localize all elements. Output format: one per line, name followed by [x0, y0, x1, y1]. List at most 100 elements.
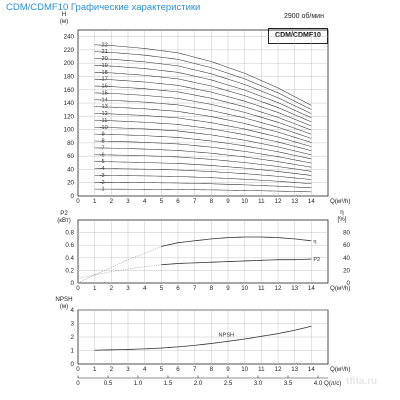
- head-x-tick: 8: [210, 198, 214, 205]
- head-y-tick: 20: [67, 180, 74, 187]
- npsh-x-tick: 0: [76, 366, 80, 373]
- npsh-x-tick: 4: [143, 366, 147, 373]
- power-x-tick: 2: [110, 285, 114, 292]
- efficiency-curve: [161, 236, 312, 247]
- head-y-tick: 180: [64, 73, 75, 80]
- head-stage-label: -17: [100, 77, 108, 83]
- power-x-tick: 8: [210, 285, 214, 292]
- flow-ls-tick: 0: [76, 380, 80, 387]
- head-x-tick: 2: [110, 198, 114, 205]
- npsh-y-tick: 0: [71, 361, 75, 368]
- head-y-tick: 240: [64, 34, 75, 41]
- npsh-y-label: NPSH: [55, 296, 72, 303]
- power-y-unit-right: [%]: [338, 216, 347, 223]
- head-curve-stage-16: [94, 85, 312, 131]
- power-x-tick: 5: [160, 285, 164, 292]
- head-stage-label: -20: [100, 56, 108, 62]
- head-stage-label: -4: [100, 166, 105, 172]
- flow-ls-tick: 2.0: [194, 380, 203, 387]
- power-y-tick-left: 0.4: [65, 255, 74, 262]
- head-y-tick: 100: [64, 127, 75, 134]
- power-y-tick-left: 0: [71, 280, 75, 287]
- power-y-tick-right: 0: [347, 280, 351, 287]
- head-stage-label: -14: [100, 97, 108, 103]
- head-curve-stage-18: [94, 72, 312, 123]
- head-y-tick: 40: [67, 166, 74, 173]
- head-y-tick: 220: [64, 47, 75, 54]
- power-y-tick-left: 0.6: [65, 242, 74, 249]
- p2-curve: [161, 258, 312, 266]
- head-stage-label: -22: [100, 42, 108, 48]
- npsh-x-tick: 5: [160, 366, 164, 373]
- head-curve-stage-11: [94, 120, 312, 151]
- head-curve-stage-12: [94, 113, 312, 147]
- flow-ls-label: Q(л/с): [324, 380, 341, 387]
- head-stage-label: -7: [100, 145, 105, 151]
- head-y-tick: 140: [64, 100, 75, 107]
- head-x-tick: 4: [143, 198, 147, 205]
- head-curve-stage-4: [94, 168, 312, 180]
- head-y-label: H: [62, 11, 66, 18]
- power-chart-frame: [77, 219, 329, 284]
- npsh-x-tick: 9: [226, 366, 230, 373]
- head-curve-stage-19: [94, 65, 312, 119]
- npsh-y-tick: 1: [71, 348, 75, 355]
- head-curve-stage-22: [94, 44, 312, 106]
- power-x-tick: 9: [226, 285, 230, 292]
- head-x-tick: 7: [193, 198, 197, 205]
- head-x-tick: 5: [160, 198, 164, 205]
- head-x-tick: 9: [226, 198, 230, 205]
- npsh-x-tick: 3: [126, 366, 130, 373]
- npsh-x-tick: 1: [93, 366, 97, 373]
- npsh-series-label: NPSH: [219, 333, 235, 339]
- head-y-tick: 200: [64, 60, 75, 67]
- power-x-label: Q(м³/h): [330, 285, 350, 292]
- head-x-tick: 14: [308, 198, 315, 205]
- power-y-tick-left: 0.2: [65, 267, 74, 274]
- head-chart-frame: [77, 29, 329, 197]
- npsh-x-tick: 13: [291, 366, 298, 373]
- npsh-x-label: Q(м³/h): [330, 366, 350, 373]
- power-x-tick: 10: [241, 285, 248, 292]
- power-x-tick: 1: [93, 285, 97, 292]
- npsh-x-tick: 7: [193, 366, 197, 373]
- power-y-tick-left: 0.8: [65, 230, 74, 237]
- head-y-tick: 0: [71, 193, 75, 200]
- head-y-tick: 60: [67, 153, 74, 160]
- npsh-x-tick: 8: [210, 366, 214, 373]
- p2-series-label: P2: [313, 257, 320, 263]
- npsh-y-tick: 2: [71, 334, 75, 341]
- head-y-tick: 120: [64, 113, 75, 120]
- power-x-tick: 11: [258, 285, 265, 292]
- npsh-x-tick: 10: [241, 366, 248, 373]
- npsh-y-tick: 3: [71, 321, 75, 328]
- model-label: CDM/CDMF10: [268, 28, 328, 44]
- efficiency-curve-dashed: [77, 246, 162, 284]
- power-x-tick: 0: [76, 285, 80, 292]
- head-stage-label: -18: [100, 70, 108, 76]
- power-x-tick: 12: [275, 285, 282, 292]
- npsh-y-unit: (м): [60, 303, 68, 310]
- head-x-tick: 11: [258, 198, 265, 205]
- power-y-label-right: η: [340, 209, 344, 216]
- npsh-curve: [94, 325, 312, 351]
- head-y-unit: (м): [60, 18, 68, 25]
- efficiency-series-label: η: [313, 239, 316, 245]
- power-x-tick: 14: [308, 285, 315, 292]
- power-y-tick-right: 80: [343, 230, 350, 237]
- head-stage-label: -12: [100, 111, 108, 117]
- head-curve-stage-14: [94, 99, 312, 139]
- power-y-tick-right: 20: [343, 267, 350, 274]
- npsh-x-tick: 14: [308, 366, 315, 373]
- head-curve-stage-20: [94, 58, 312, 114]
- head-curve-stage-21: [94, 51, 312, 110]
- head-stage-label: -1: [100, 187, 105, 193]
- head-x-label: Q(м³/h): [330, 198, 350, 205]
- head-curve-stage-3: [94, 175, 312, 184]
- power-x-tick: 3: [126, 285, 130, 292]
- head-curve-stage-6: [94, 154, 312, 172]
- head-stage-label: -10: [100, 125, 108, 131]
- flow-ls-tick: 4.0: [314, 380, 323, 387]
- head-stage-label: -16: [100, 84, 108, 90]
